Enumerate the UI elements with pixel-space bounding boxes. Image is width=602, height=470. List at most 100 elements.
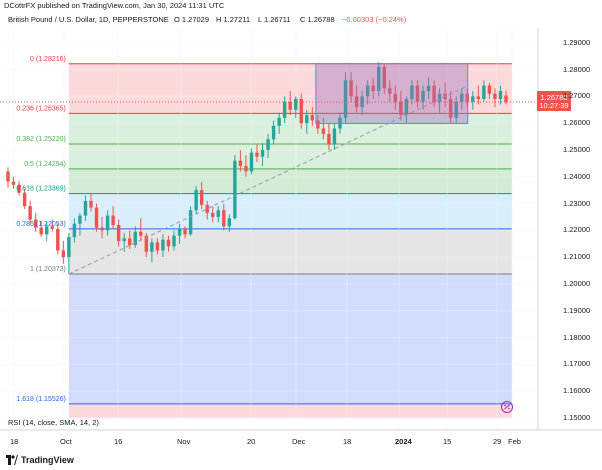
candle-body xyxy=(222,210,226,227)
candle-body xyxy=(482,85,486,100)
candle-body xyxy=(393,93,398,102)
fib-zone xyxy=(68,228,512,274)
trendline xyxy=(68,85,468,275)
candle xyxy=(277,112,281,134)
candle-body xyxy=(133,231,137,246)
price-tick-label: 1.18000 xyxy=(563,332,591,342)
candle xyxy=(139,218,143,242)
candle-body xyxy=(266,139,270,150)
fib-level-label: 0.618 (1.23369) xyxy=(16,186,65,193)
candle xyxy=(388,80,392,102)
fib-labels: 0 (1.28216) 0.236 (1.26365) 0.382 (1.25220… xyxy=(16,56,65,403)
time-tick-label: 15 xyxy=(443,437,452,446)
current-price: 1.26788 xyxy=(540,93,568,102)
candle xyxy=(177,223,182,244)
time-tick-label: Dec xyxy=(292,437,306,446)
candle xyxy=(299,93,303,129)
current-price-tag: 1.26788 10:27:39 xyxy=(537,91,571,111)
candle-body xyxy=(498,90,503,100)
candle-body xyxy=(365,85,370,97)
candle xyxy=(327,123,331,150)
candle-body xyxy=(371,85,375,91)
candle xyxy=(150,238,154,263)
candle-body xyxy=(377,66,381,91)
candle xyxy=(61,241,66,264)
candle-body xyxy=(388,88,392,94)
ohlc-high: H 1.27211 xyxy=(216,15,251,24)
fib-zone xyxy=(68,403,512,418)
candle-body xyxy=(454,101,458,118)
candle-body xyxy=(45,226,49,235)
candle-body xyxy=(199,190,204,205)
alert-icon[interactable] xyxy=(501,401,513,413)
price-tick-label: 1.21000 xyxy=(563,252,591,262)
candle-body xyxy=(487,85,492,94)
symbol-name[interactable]: British Pound / U.S. Dollar, 1D, PEPPERS… xyxy=(8,15,169,24)
candle xyxy=(28,200,32,223)
candle xyxy=(321,117,326,140)
candle xyxy=(288,90,292,116)
candle xyxy=(399,90,403,121)
candle-body xyxy=(205,204,209,213)
fibonacci-retracement[interactable] xyxy=(68,63,512,418)
candle-body xyxy=(282,101,287,118)
drawings[interactable] xyxy=(0,63,538,275)
candle xyxy=(421,85,425,110)
publisher-text: DCottrFX published on TradingView.com, J… xyxy=(4,1,225,10)
candle xyxy=(493,88,497,108)
candle-body xyxy=(415,85,420,102)
candle-body xyxy=(471,96,475,102)
time-tick-label: 20 xyxy=(247,437,256,446)
candle xyxy=(504,90,508,105)
candle-body xyxy=(382,66,386,89)
candle xyxy=(432,80,436,108)
candle xyxy=(122,233,126,252)
candle-body xyxy=(78,215,82,224)
candle-body xyxy=(72,223,77,238)
candle-body xyxy=(83,200,88,216)
candle xyxy=(498,85,503,105)
fib-zone xyxy=(68,273,512,404)
time-tick-label: 18 xyxy=(343,437,352,446)
candle xyxy=(343,72,348,124)
candle xyxy=(294,96,298,118)
price-tick-label: 1.28000 xyxy=(563,64,591,74)
time-tick-label: 16 xyxy=(114,437,123,446)
candle xyxy=(482,80,486,102)
candle xyxy=(22,188,27,209)
candles[interactable] xyxy=(6,62,508,275)
price-tick-label: 1.17000 xyxy=(563,359,591,369)
candle xyxy=(216,206,220,223)
candle-body xyxy=(188,210,193,235)
candle-body xyxy=(476,96,481,100)
candle-body xyxy=(150,242,154,252)
candle-body xyxy=(426,85,431,91)
candle xyxy=(476,85,481,105)
candle-body xyxy=(105,215,110,231)
candle xyxy=(100,216,104,239)
candle xyxy=(111,206,115,229)
ohlc-low: L 1.26711 xyxy=(258,15,291,24)
candle-body xyxy=(277,117,281,126)
tradingview-brand: TradingView xyxy=(21,455,74,465)
candle-body xyxy=(111,215,115,225)
candle-body xyxy=(177,229,182,236)
candle-body xyxy=(139,231,143,236)
candle-body xyxy=(321,128,326,134)
price-tick-label: 1.26000 xyxy=(563,118,591,128)
time-tick-label: 18 xyxy=(10,437,19,446)
candle xyxy=(183,226,187,239)
candle xyxy=(310,107,315,126)
range-box xyxy=(315,63,469,124)
fib-level-label: 0.786 (1.22053) xyxy=(16,221,65,228)
price-tick-label: 1.23000 xyxy=(563,198,591,208)
rsi-indicator-label[interactable]: RSI (14, close, SMA, 14, 2) xyxy=(8,418,99,427)
candle-body xyxy=(194,190,198,211)
candle-body xyxy=(504,95,508,102)
candle xyxy=(454,96,458,124)
candle xyxy=(382,63,386,94)
candle-body xyxy=(22,192,27,207)
fib-level-label: 1 (1.20373) xyxy=(30,266,66,273)
bar-countdown: 10:27:39 xyxy=(539,101,569,110)
